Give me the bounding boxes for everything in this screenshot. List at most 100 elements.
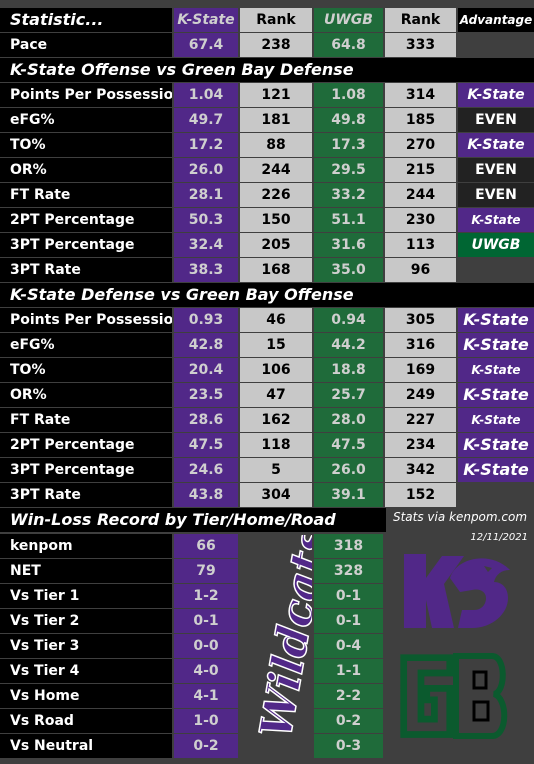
uwgb-value: 51.1 xyxy=(314,208,383,232)
stat-label: 3PT Percentage xyxy=(0,458,172,482)
offense-section-title: K-State Offense vs Green Bay Defense xyxy=(0,58,534,82)
uwgb-value: 31.6 xyxy=(314,233,383,257)
stat-row: 3PT Rate 38.3 168 35.0 96 xyxy=(0,258,534,283)
kstate-rank: 5 xyxy=(240,458,312,482)
wl-label: Vs Tier 1 xyxy=(0,584,172,608)
wl-section-title: Win-Loss Record by Tier/Home/Road xyxy=(0,508,386,532)
kstate-value: 0.93 xyxy=(174,308,238,332)
uwgb-value: 0.94 xyxy=(314,308,383,332)
uwgb-value: 35.0 xyxy=(314,258,383,282)
kstate-rank: 226 xyxy=(240,183,312,207)
advantage-badge: K-State xyxy=(458,358,534,382)
uwgb-value: 29.5 xyxy=(314,158,383,182)
advantage-badge: EVEN xyxy=(458,158,534,182)
uwgb-rank: 113 xyxy=(385,233,456,257)
uwgb-record: 0-2 xyxy=(314,709,383,733)
stat-label: TO% xyxy=(0,358,172,382)
wl-label: Vs Neutral xyxy=(0,734,172,758)
wl-row: Vs Tier 4 4-0 1-1 xyxy=(0,659,386,684)
source-note: Stats via kenpom.com xyxy=(392,510,528,524)
uwgb-value: 17.3 xyxy=(314,133,383,157)
uwgb-rank: 169 xyxy=(385,358,456,382)
stat-label: Points Per Possession xyxy=(0,83,172,107)
uwgb-value: 25.7 xyxy=(314,383,383,407)
pace-label: Pace xyxy=(0,33,172,57)
uwgb-rank: 96 xyxy=(385,258,456,282)
advantage-badge: UWGB xyxy=(458,233,534,257)
stat-label: FT Rate xyxy=(0,408,172,432)
stat-row: Points Per Possession 0.93 46 0.94 305 K-Stat… xyxy=(0,308,534,333)
kstate-record: 66 xyxy=(174,534,238,558)
wl-row: Vs Tier 3 0-0 0-4 xyxy=(0,634,386,659)
kstate-value: 24.6 xyxy=(174,458,238,482)
uwgb-record: 0-1 xyxy=(314,609,383,633)
uwgb-value: 47.5 xyxy=(314,433,383,457)
uwgb-record: 2-2 xyxy=(314,684,383,708)
stat-label: 2PT Percentage xyxy=(0,208,172,232)
uwgb-rank: 316 xyxy=(385,333,456,357)
kstate-rank: 15 xyxy=(240,333,312,357)
wl-row: Vs Road 1-0 0-2 xyxy=(0,709,386,734)
pace-kstate: 67.4 xyxy=(174,33,238,57)
advantage-badge: K-State xyxy=(458,458,534,482)
kstate-value: 49.7 xyxy=(174,108,238,132)
header-row: Statistic... K-State Rank UWGB Rank Adva… xyxy=(0,8,534,33)
header-uwgb: UWGB xyxy=(314,8,383,32)
kstate-record: 0-0 xyxy=(174,634,238,658)
uwgb-value: 26.0 xyxy=(314,458,383,482)
uwgb-rank: 342 xyxy=(385,458,456,482)
header-kstate: K-State xyxy=(174,8,238,32)
uwgb-value: 44.2 xyxy=(314,333,383,357)
header-advantage: Advantage xyxy=(458,8,534,32)
kstate-rank: 304 xyxy=(240,483,312,507)
wl-row: Vs Tier 2 0-1 0-1 xyxy=(0,609,386,634)
advantage-badge: K-State xyxy=(458,383,534,407)
kstate-value: 32.4 xyxy=(174,233,238,257)
stat-label: FT Rate xyxy=(0,183,172,207)
uwgb-rank: 270 xyxy=(385,133,456,157)
kstate-value: 47.5 xyxy=(174,433,238,457)
stat-row: eFG% 49.7 181 49.8 185 EVEN xyxy=(0,108,534,133)
uwgb-record: 0-4 xyxy=(314,634,383,658)
svg-text:Wildcats: Wildcats xyxy=(251,535,312,742)
kstate-rank: 168 xyxy=(240,258,312,282)
uwgb-rank: 305 xyxy=(385,308,456,332)
uwgb-rank: 230 xyxy=(385,208,456,232)
kstate-value: 20.4 xyxy=(174,358,238,382)
advantage-badge: K-State xyxy=(458,333,534,357)
stat-row: eFG% 42.8 15 44.2 316 K-State xyxy=(0,333,534,358)
uwgb-value: 49.8 xyxy=(314,108,383,132)
kstate-value: 50.3 xyxy=(174,208,238,232)
kstate-rank: 47 xyxy=(240,383,312,407)
date-note: 12/11/2021 xyxy=(470,532,528,543)
stat-row: 3PT Rate 43.8 304 39.1 152 xyxy=(0,483,534,508)
wl-label: Vs Tier 4 xyxy=(0,659,172,683)
uwgb-rank: 185 xyxy=(385,108,456,132)
kstate-record: 4-0 xyxy=(174,659,238,683)
kstate-value: 1.04 xyxy=(174,83,238,107)
pace-uwgb-rank: 333 xyxy=(385,33,456,57)
wl-label: NET xyxy=(0,559,172,583)
stat-row: 2PT Percentage 47.5 118 47.5 234 K-State xyxy=(0,433,534,458)
wildcats-wordmark: Wildcats xyxy=(250,535,312,743)
wl-row: Vs Tier 1 1-2 0-1 xyxy=(0,584,386,609)
advantage-badge: K-State xyxy=(458,133,534,157)
kstate-value: 38.3 xyxy=(174,258,238,282)
kstate-value: 23.5 xyxy=(174,383,238,407)
uwgb-record: 318 xyxy=(314,534,383,558)
wl-label: Vs Tier 3 xyxy=(0,634,172,658)
kstate-rank: 162 xyxy=(240,408,312,432)
stat-row: 3PT Percentage 32.4 205 31.6 113 UWGB xyxy=(0,233,534,258)
uwgb-rank: 227 xyxy=(385,408,456,432)
uwgb-rank: 249 xyxy=(385,383,456,407)
header-rank-kstate: Rank xyxy=(240,8,312,32)
stat-row: TO% 20.4 106 18.8 169 K-State xyxy=(0,358,534,383)
kstate-record: 1-0 xyxy=(174,709,238,733)
wl-row: kenpom 66 318 xyxy=(0,534,386,559)
kstate-rank: 46 xyxy=(240,308,312,332)
kstate-value: 43.8 xyxy=(174,483,238,507)
stat-label: 2PT Percentage xyxy=(0,433,172,457)
kstate-rank: 88 xyxy=(240,133,312,157)
kstate-rank: 118 xyxy=(240,433,312,457)
stat-row: Points Per Possession 1.04 121 1.08 314 K-Sta… xyxy=(0,83,534,108)
